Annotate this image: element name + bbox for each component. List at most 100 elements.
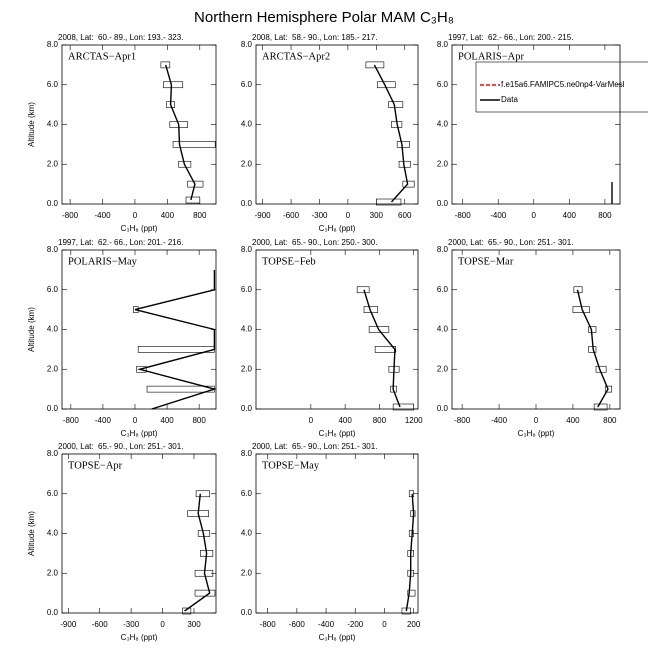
x-tick-label: -400 [318,620,335,629]
x-axis-label: C₃H₈ (ppt) [319,633,356,642]
y-tick-label: 0.0 [241,608,253,617]
range-box [172,141,216,148]
x-tick-label: 400 [338,416,352,425]
y-axis-label: Altitude (km) [27,511,36,556]
panel-label: ARCTAS−Apr2 [262,51,330,62]
panel-label: TOPSE−Feb [262,256,316,267]
range-box [163,81,184,89]
data-line [373,64,409,203]
x-tick-label: 800 [603,416,617,425]
x-axis-label: C₃H₈ (ppt) [121,633,158,642]
range-box [368,326,390,333]
y-tick-label: 4.0 [47,325,59,334]
y-tick-label: 0.0 [47,608,59,617]
x-tick-label: -300 [311,211,328,220]
y-tick-label: 8.0 [437,245,449,254]
y-tick-label: 4.0 [241,325,253,334]
y-tick-label: 4.0 [241,529,253,538]
range-box [408,490,414,498]
range-box [160,61,171,69]
x-tick-label: -800 [260,620,277,629]
x-axis-label: C₃H₈ (ppt) [319,429,356,438]
y-tick-label: 8.0 [241,449,253,458]
range-box [187,180,204,188]
range-box [604,385,612,393]
panel-header: 2008, Lat: 60.- 89., Lon: 193.- 323. [58,33,183,42]
x-axis-label: C₃H₈ (ppt) [319,224,356,233]
x-tick-label: 800 [373,416,387,425]
range-box [388,101,404,108]
x-tick-label: 0 [133,211,138,220]
y-tick-label: 2.0 [437,364,449,373]
x-tick-label: 600 [398,211,412,220]
y-tick-label: 2.0 [47,568,59,577]
data-line [134,269,217,410]
range-box [136,365,147,373]
x-tick-label: -400 [95,211,112,220]
y-tick-label: 6.0 [241,285,253,294]
panel-header: 1997, Lat: 62.- 66., Lon: 201.- 216. [58,238,183,247]
plot-frame [61,249,217,410]
y-tick-label: 0.0 [241,404,253,413]
figure-title: Northern Hemisphere Polar MAM C₃H₈ [194,9,454,26]
y-tick-label: 0.0 [47,199,59,208]
x-tick-label: 0 [309,416,314,425]
y-tick-label: 2.0 [241,568,253,577]
range-box [365,61,385,69]
x-tick-label: 1200 [405,416,423,425]
y-tick-label: 6.0 [437,80,449,89]
y-tick-label: 0.0 [437,404,449,413]
x-tick-label: 0 [133,416,138,425]
plot-frame [451,44,621,205]
panel-header: 2000, Lat: 65.- 90., Lon: 250.- 300. [252,238,377,247]
range-box [402,180,415,188]
legend-label: f.e15a6.FAMIPC5.ne0np4-VarMesl [501,80,625,89]
panel-label: TOPSE−May [262,460,320,471]
y-tick-label: 8.0 [437,40,449,49]
x-tick-label: -600 [92,620,109,629]
y-tick-label: 6.0 [437,285,449,294]
x-axis-label: C₃H₈ (ppt) [121,429,158,438]
y-tick-label: 6.0 [47,285,59,294]
y-axis-label: Altitude (km) [27,102,36,147]
x-tick-label: 0 [346,211,351,220]
data-line [576,289,609,408]
x-tick-label: -600 [283,211,300,220]
x-tick-label: 800 [598,211,612,220]
y-tick-label: 6.0 [241,80,253,89]
x-tick-label: 0 [382,620,387,629]
y-tick-label: 6.0 [241,489,253,498]
y-tick-label: 4.0 [241,120,253,129]
y-tick-label: 2.0 [241,364,253,373]
y-tick-label: 2.0 [241,159,253,168]
range-box [392,403,415,411]
y-tick-label: 4.0 [47,529,59,538]
x-tick-label: 0 [532,211,537,220]
y-tick-label: 0.0 [47,404,59,413]
y-tick-label: 6.0 [47,489,59,498]
y-tick-label: 4.0 [437,120,449,129]
panel-label: TOPSE−Apr [68,460,123,471]
y-tick-label: 8.0 [47,449,59,458]
range-box [137,346,215,353]
y-axis-label: Altitude (km) [27,307,36,352]
panel-header: 2008, Lat: 58.- 90., Lon: 185.- 217. [252,33,377,42]
range-box [407,589,416,597]
plot-frame [255,44,419,205]
x-axis-label: C₃H₈ (ppt) [121,224,158,233]
panel-label: POLARIS−May [68,256,138,267]
plot-frame [451,249,621,410]
x-tick-label: -400 [490,211,507,220]
x-tick-label: 400 [566,416,580,425]
x-tick-label: 800 [193,211,207,220]
y-tick-label: 0.0 [241,199,253,208]
x-tick-label: 0 [534,416,539,425]
data-line [405,493,415,612]
range-box [194,569,214,577]
x-tick-label: -400 [95,416,112,425]
range-box [182,607,192,615]
y-tick-label: 4.0 [47,120,59,129]
range-box [195,490,211,498]
data-line [363,289,401,408]
y-tick-label: 2.0 [47,364,59,373]
